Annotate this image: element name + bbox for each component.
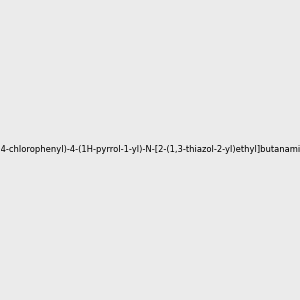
Text: 3-(4-chlorophenyl)-4-(1H-pyrrol-1-yl)-N-[2-(1,3-thiazol-2-yl)ethyl]butanamide: 3-(4-chlorophenyl)-4-(1H-pyrrol-1-yl)-N-… — [0, 146, 300, 154]
